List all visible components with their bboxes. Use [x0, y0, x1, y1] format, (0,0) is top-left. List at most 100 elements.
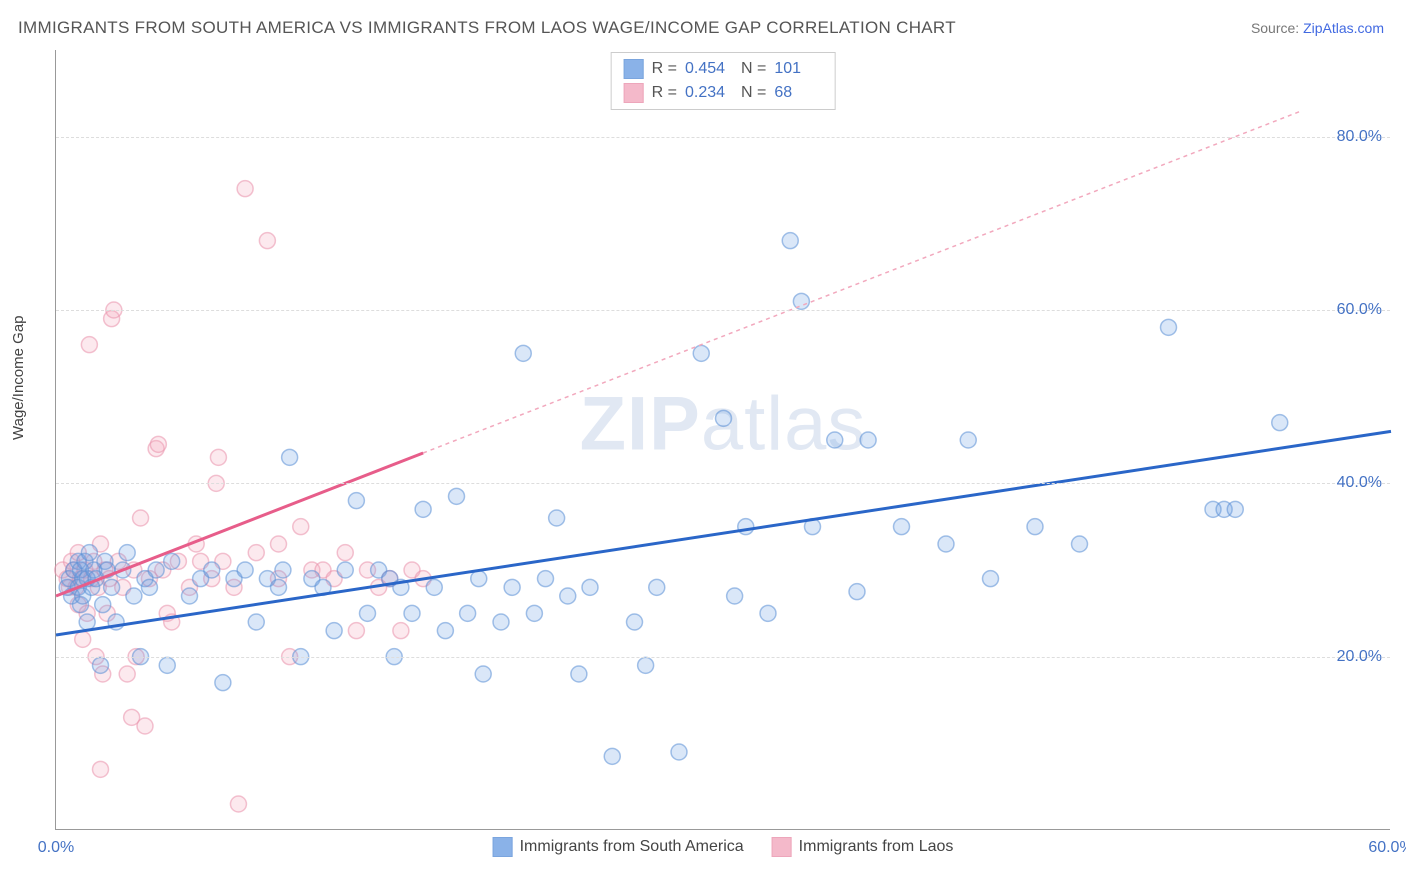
scatter-point [210, 449, 226, 465]
source-link[interactable]: ZipAtlas.com [1303, 20, 1384, 36]
scatter-point [760, 605, 776, 621]
scatter-point [538, 571, 554, 587]
scatter-point [271, 579, 287, 595]
scatter-point [1072, 536, 1088, 552]
scatter-point [549, 510, 565, 526]
scatter-point [259, 233, 275, 249]
scatter-point [716, 410, 732, 426]
scatter-point [182, 588, 198, 604]
scatter-point [164, 553, 180, 569]
scatter-point [526, 605, 542, 621]
scatter-point [849, 584, 865, 600]
scatter-point [337, 562, 353, 578]
scatter-point [141, 579, 157, 595]
scatter-point [95, 597, 111, 613]
y-axis-label: Wage/Income Gap [10, 315, 27, 440]
swatch-bottom-0 [493, 837, 513, 857]
scatter-point [727, 588, 743, 604]
legend-row-series-1: R = 0.234 N = 68 [624, 81, 823, 105]
scatter-point [282, 449, 298, 465]
swatch-series-1 [624, 83, 644, 103]
x-tick-label: 0.0% [38, 839, 74, 857]
scatter-point [938, 536, 954, 552]
scatter-point [515, 345, 531, 361]
scatter-point [133, 510, 149, 526]
scatter-point [404, 605, 420, 621]
scatter-point [293, 519, 309, 535]
y-tick-label: 40.0% [1337, 474, 1382, 492]
scatter-point [827, 432, 843, 448]
scatter-point [471, 571, 487, 587]
y-tick-label: 80.0% [1337, 128, 1382, 146]
legend-row-series-0: R = 0.454 N = 101 [624, 57, 823, 81]
scatter-point [126, 588, 142, 604]
scatter-point [81, 545, 97, 561]
scatter-point [671, 744, 687, 760]
swatch-series-0 [624, 59, 644, 79]
scatter-point [93, 657, 109, 673]
y-tick-label: 60.0% [1337, 301, 1382, 319]
r-value-1: 0.234 [685, 81, 733, 105]
scatter-point [248, 614, 264, 630]
scatter-point [271, 536, 287, 552]
r-label: R = [652, 81, 677, 105]
scatter-point [159, 657, 175, 673]
scatter-point [627, 614, 643, 630]
gridline [56, 137, 1390, 138]
scatter-point [649, 579, 665, 595]
scatter-point [1161, 319, 1177, 335]
n-value-0: 101 [774, 57, 822, 81]
scatter-point [326, 623, 342, 639]
scatter-point [93, 761, 109, 777]
scatter-point [504, 579, 520, 595]
legend-label-1: Immigrants from Laos [799, 838, 954, 856]
scatter-point [460, 605, 476, 621]
scatter-point [860, 432, 876, 448]
x-tick-label: 60.0% [1368, 839, 1406, 857]
legend-item-0: Immigrants from South America [493, 837, 744, 857]
r-value-0: 0.454 [685, 57, 733, 81]
source-label: Source: [1251, 20, 1299, 36]
plot-area: ZIPatlas R = 0.454 N = 101 R = 0.234 N =… [55, 50, 1390, 830]
scatter-point [79, 614, 95, 630]
scatter-point [1272, 415, 1288, 431]
scatter-point [337, 545, 353, 561]
r-label: R = [652, 57, 677, 81]
scatter-point [348, 493, 364, 509]
scatter-point [1227, 501, 1243, 517]
scatter-point [738, 519, 754, 535]
scatter-point [493, 614, 509, 630]
scatter-point [960, 432, 976, 448]
scatter-point [475, 666, 491, 682]
scatter-point [793, 293, 809, 309]
n-label: N = [741, 81, 766, 105]
trend-line-extension [423, 111, 1302, 453]
gridline [56, 483, 1390, 484]
scatter-point [582, 579, 598, 595]
scatter-point [237, 562, 253, 578]
y-tick-label: 20.0% [1337, 648, 1382, 666]
swatch-bottom-1 [772, 837, 792, 857]
source-attribution: Source: ZipAtlas.com [1251, 20, 1384, 36]
scatter-point [237, 181, 253, 197]
scatter-point [275, 562, 291, 578]
scatter-point [119, 666, 135, 682]
legend-item-1: Immigrants from Laos [772, 837, 954, 857]
scatter-point [437, 623, 453, 639]
scatter-point [348, 623, 364, 639]
n-label: N = [741, 57, 766, 81]
scatter-point [148, 562, 164, 578]
n-value-1: 68 [774, 81, 822, 105]
scatter-point [693, 345, 709, 361]
scatter-point [1027, 519, 1043, 535]
scatter-point [204, 562, 220, 578]
chart-title: IMMIGRANTS FROM SOUTH AMERICA VS IMMIGRA… [18, 18, 956, 38]
chart-container: IMMIGRANTS FROM SOUTH AMERICA VS IMMIGRA… [0, 0, 1406, 892]
scatter-point [426, 579, 442, 595]
chart-svg [56, 50, 1390, 829]
scatter-point [150, 436, 166, 452]
scatter-point [104, 579, 120, 595]
gridline [56, 657, 1390, 658]
trend-line [56, 431, 1391, 635]
scatter-point [415, 501, 431, 517]
